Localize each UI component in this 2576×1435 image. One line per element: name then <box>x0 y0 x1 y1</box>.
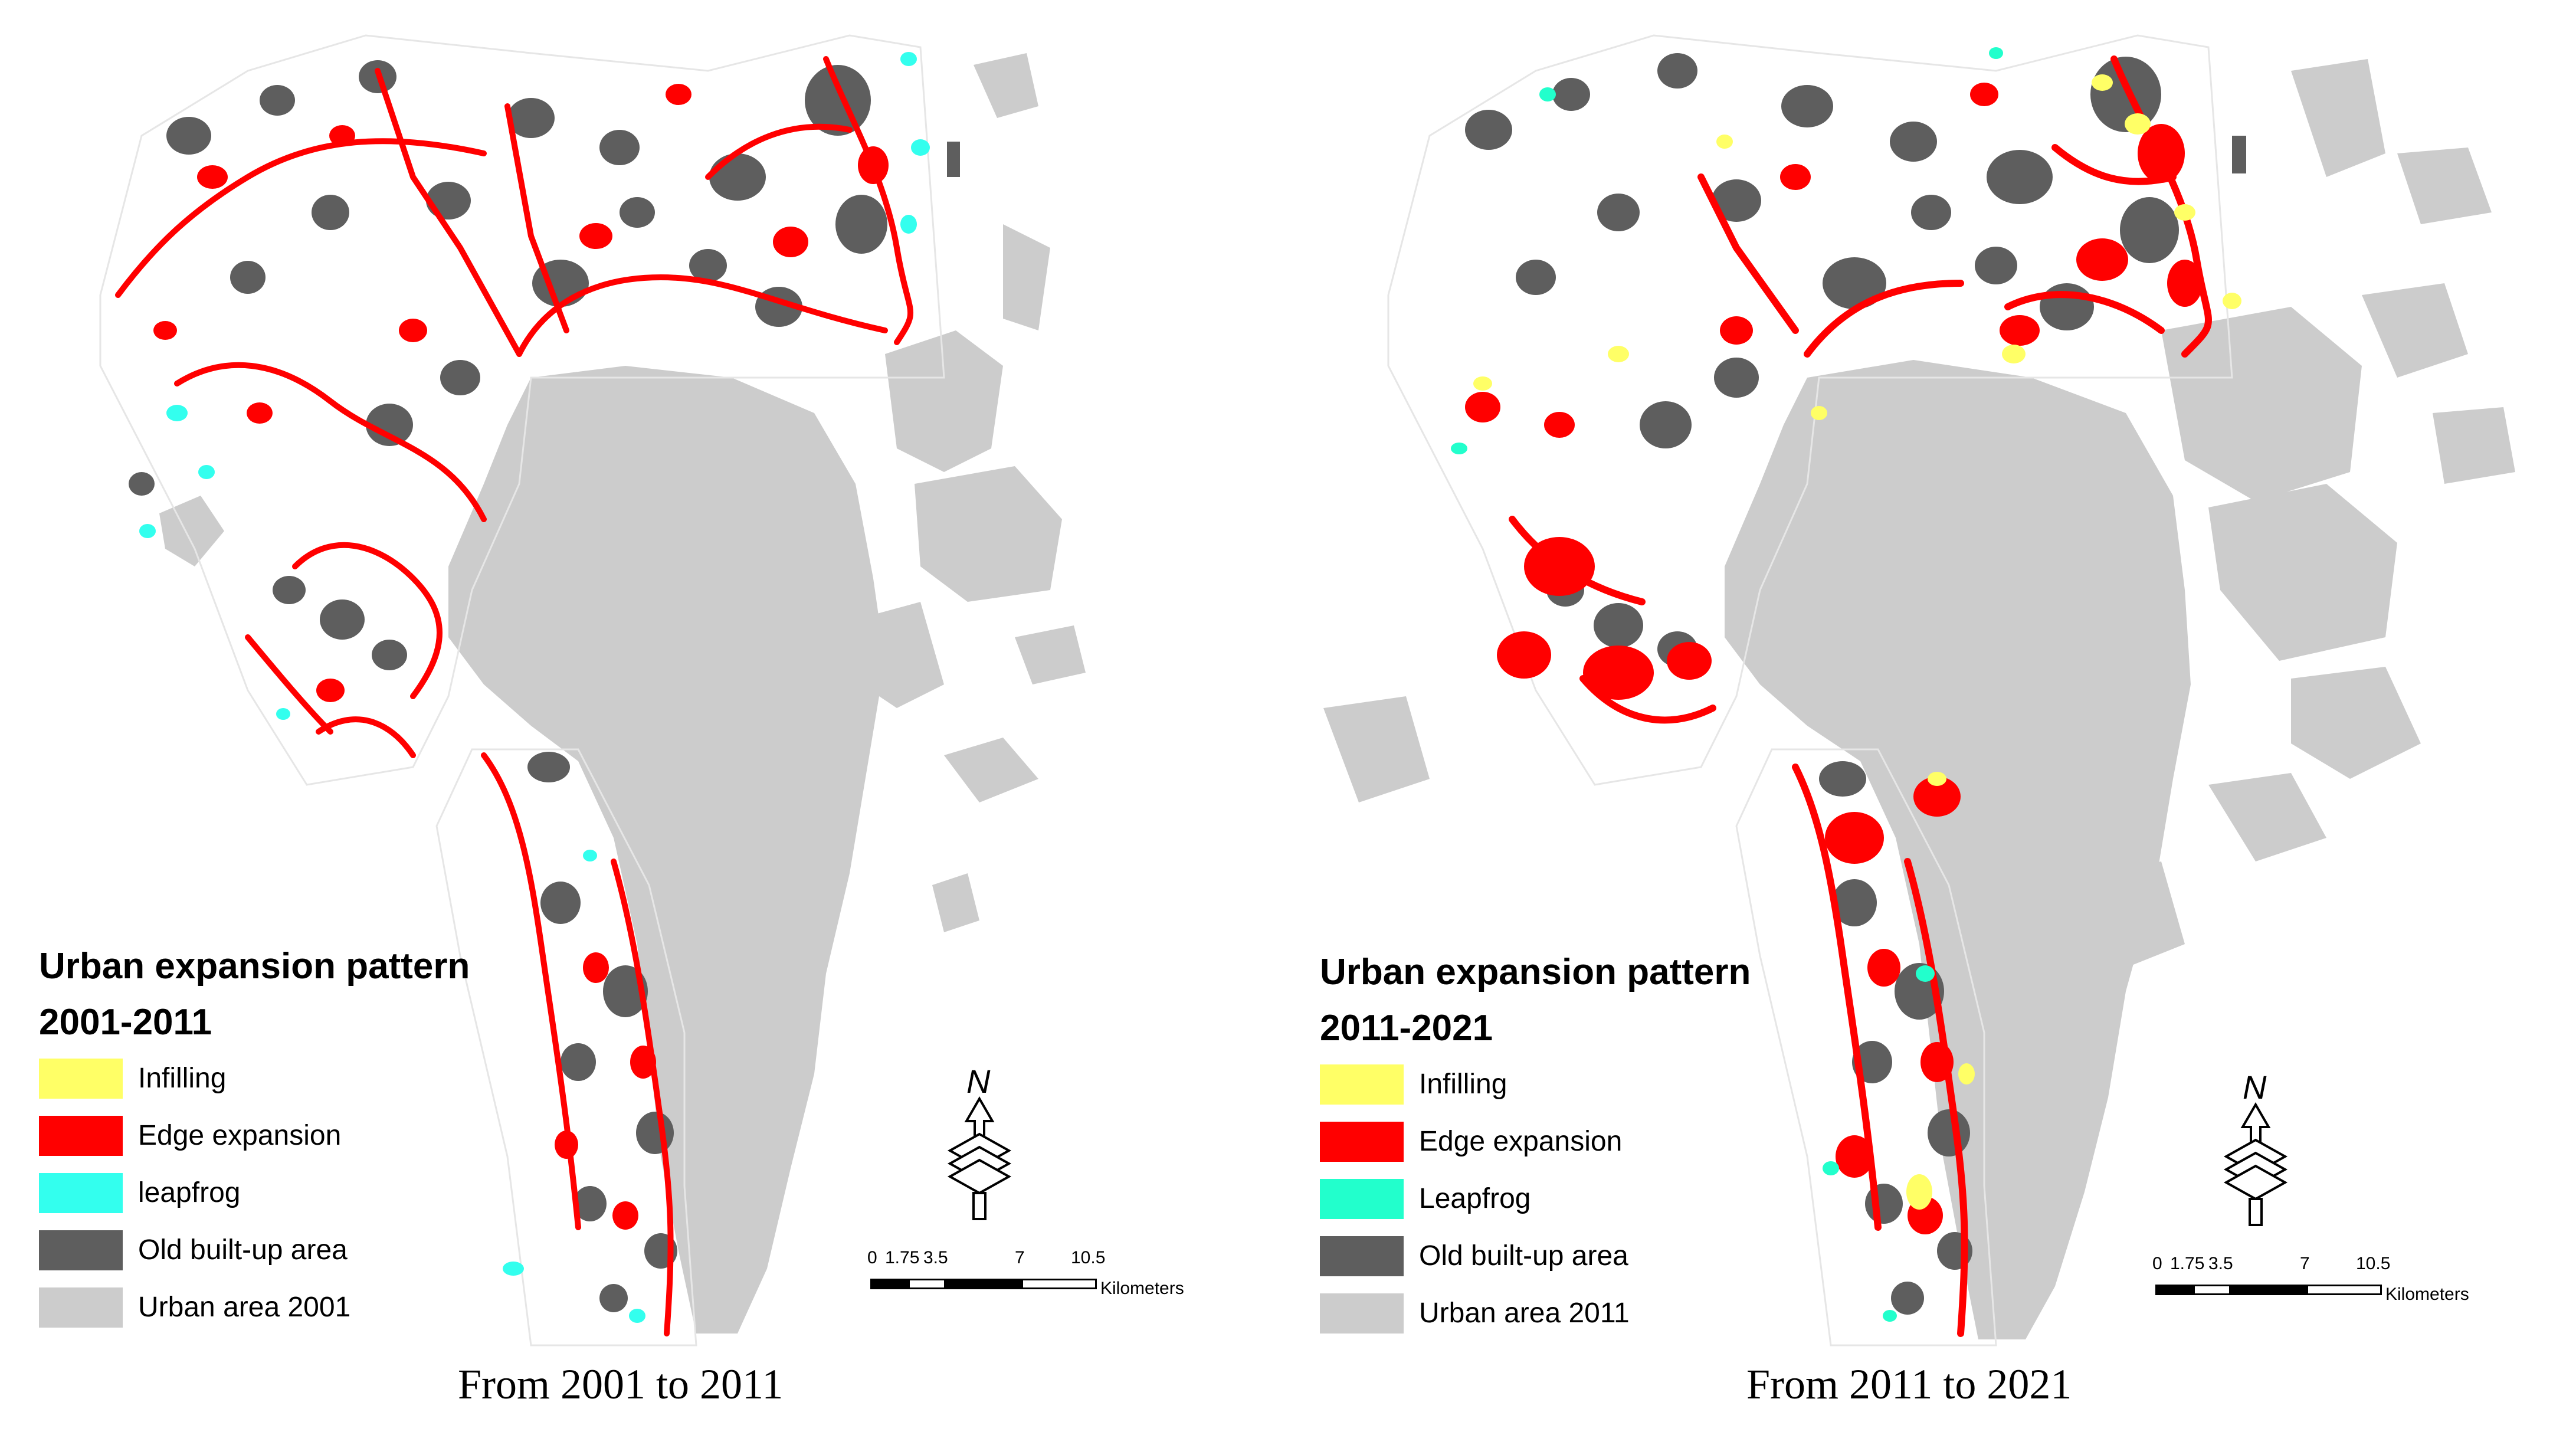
scale-tick: 0 <box>867 1248 877 1267</box>
north-label: N <box>2243 1069 2267 1106</box>
legend-label: Old built-up area <box>1419 1240 1628 1272</box>
legend-item-leapfrog: leapfrog <box>39 1165 570 1222</box>
legend-item-infilling: Infilling <box>39 1050 570 1108</box>
edge-expansion-patches <box>1465 83 2203 1234</box>
study-area-outline <box>1387 34 2233 1346</box>
scale-unit: Kilometers <box>2385 1285 2469 1304</box>
swatch-old-built-up <box>1320 1236 1404 1276</box>
scale-tick: 7 <box>1015 1248 1025 1267</box>
scale-tick: 1.75 <box>2170 1254 2205 1273</box>
legend-label: Edge expansion <box>1419 1126 1623 1157</box>
scale-bar: 0 1.75 3.5 7 10.5 Kilometers <box>867 1248 1210 1307</box>
scale-tick: 7 <box>2300 1254 2310 1273</box>
old-built-up-layer <box>129 60 960 1312</box>
urban-expansion-map-2001-2011 <box>99 34 1086 1346</box>
scale-tick: 0 <box>2152 1254 2162 1273</box>
legend-label: Infilling <box>138 1063 227 1094</box>
panel-caption: From 2011 to 2021 <box>1746 1361 2072 1408</box>
infilling-layer <box>1473 74 2241 1210</box>
legend-item-old-built-up: Old built-up area <box>39 1222 570 1279</box>
north-label: N <box>966 1063 991 1100</box>
legend-item-urban-area: Urban area 2001 <box>39 1279 570 1336</box>
swatch-urban-area <box>1320 1293 1404 1334</box>
urban-area-layer <box>1323 59 2515 1339</box>
swatch-infilling <box>1320 1064 1404 1105</box>
scale-tick: 1.75 <box>885 1248 920 1267</box>
swatch-edge-expansion <box>1320 1122 1404 1162</box>
legend-item-leapfrog: Leapfrog <box>1320 1171 1851 1228</box>
old-built-up-layer <box>1465 53 2246 1315</box>
swatch-old-built-up <box>39 1230 123 1270</box>
legend-item-urban-area: Urban area 2011 <box>1320 1285 1851 1342</box>
legend-period: 2001-2011 <box>39 1002 212 1043</box>
legend-item-edge-expansion: Edge expansion <box>1320 1113 1851 1171</box>
panel-caption: From 2001 to 2011 <box>458 1361 784 1408</box>
urban-expansion-map-2011-2021 <box>1323 34 2515 1346</box>
north-arrow-icon: N <box>947 1063 1012 1220</box>
scale-tick: 3.5 <box>2208 1254 2233 1273</box>
north-arrow-icon: N <box>2223 1069 2288 1226</box>
edge-expansion-patches <box>153 84 889 1230</box>
legend-title: Urban expansion pattern <box>1320 952 1751 992</box>
leapfrog-layer <box>139 52 930 1323</box>
legend-label: Edge expansion <box>138 1120 342 1151</box>
urban-area-layer <box>159 53 1086 1334</box>
map-legend: Urban expansion pattern 2011-2021 Infill… <box>1320 944 1851 1342</box>
legend-label: leapfrog <box>138 1177 241 1208</box>
legend-item-old-built-up: Old built-up area <box>1320 1228 1851 1285</box>
map-legend: Urban expansion pattern 2001-2011 Infill… <box>39 938 570 1336</box>
edge-expansion-layer <box>115 56 914 1336</box>
legend-item-edge-expansion: Edge expansion <box>39 1108 570 1165</box>
swatch-infilling <box>39 1059 123 1099</box>
legend-label: Infilling <box>1419 1069 1507 1100</box>
swatch-edge-expansion <box>39 1116 123 1156</box>
swatch-leapfrog <box>39 1173 123 1213</box>
legend-period: 2011-2021 <box>1320 1008 1493 1049</box>
scale-bar: 0 1.75 3.5 7 10.5 Kilometers <box>2152 1254 2495 1313</box>
legend-title: Urban expansion pattern <box>39 946 470 987</box>
map-panel-2001-2011: Urban expansion pattern 2001-2011 Infill… <box>39 34 1210 1408</box>
legend-label: Old built-up area <box>138 1234 348 1266</box>
legend-label: Leapfrog <box>1419 1183 1531 1214</box>
leapfrog-layer <box>1451 47 2003 1322</box>
swatch-leapfrog <box>1320 1179 1404 1219</box>
scale-tick: 3.5 <box>923 1248 948 1267</box>
study-area-outline <box>99 34 945 1346</box>
map-panel-2011-2021: Urban expansion pattern 2011-2021 Infill… <box>1288 0 2576 1435</box>
scale-unit: Kilometers <box>1100 1279 1184 1298</box>
swatch-urban-area <box>39 1287 123 1328</box>
scale-tick: 10.5 <box>2356 1254 2391 1273</box>
legend-item-infilling: Infilling <box>1320 1056 1851 1113</box>
legend-label: Urban area 2011 <box>1419 1298 1630 1329</box>
scale-tick: 10.5 <box>1071 1248 1106 1267</box>
legend-label: Urban area 2001 <box>138 1292 351 1323</box>
